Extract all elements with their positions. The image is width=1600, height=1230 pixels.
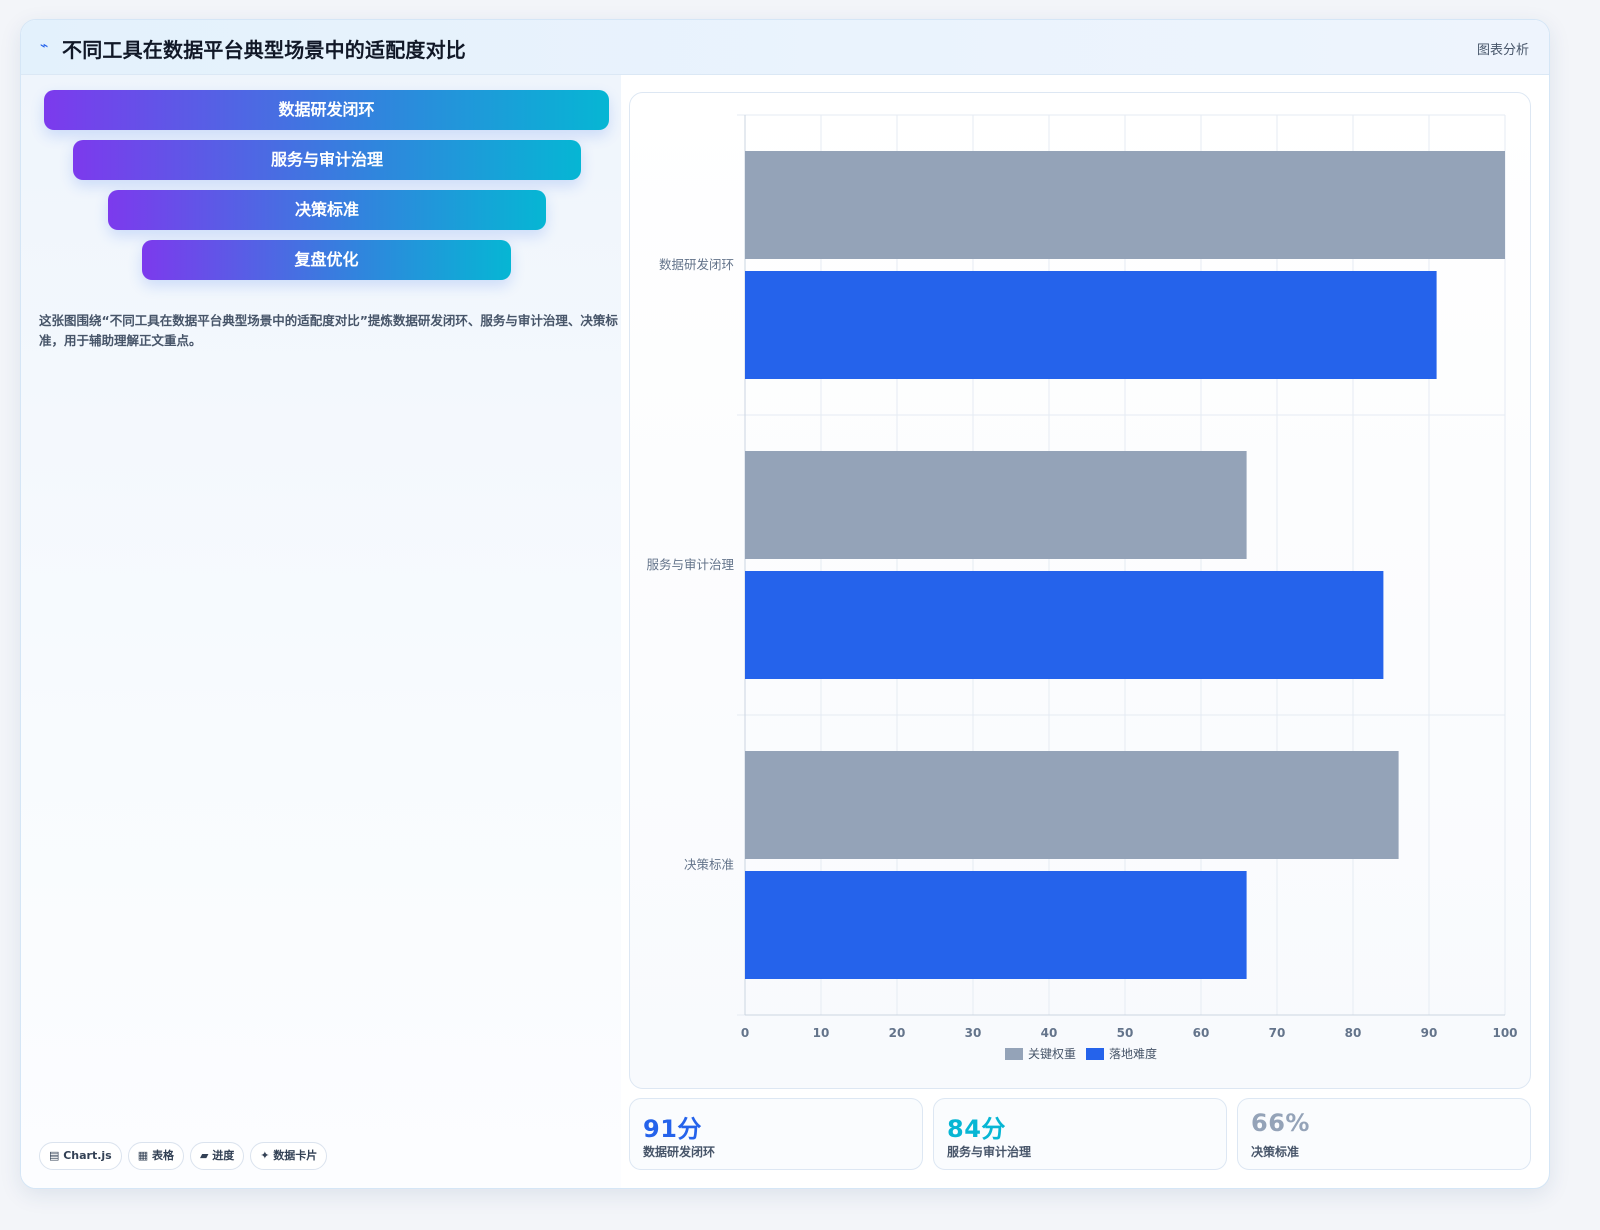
x-tick-label: 20 [889,1026,906,1040]
y-tick-label: 服务与审计治理 [646,557,734,572]
bar [745,151,1505,259]
x-tick-label: 70 [1269,1026,1286,1040]
funnel-step-3: 决策标准 [108,190,546,230]
bar [745,571,1384,679]
chart-container: 数据研发闭环服务与审计治理决策标准 0 10 20 30 40 50 60 70 80 90 100 关… [629,92,1531,1089]
x-tick-label: 10 [813,1026,830,1040]
kpi-card-2: 84分 服务与审计治理 [933,1098,1227,1170]
bar [745,271,1437,379]
bar [745,751,1399,859]
feature-chips: ▤ Chart.js ▦ 表格 ▰ 进度 ✦ 数据卡片 [39,1142,333,1170]
kpi-label: 服务与审计治理 [947,1145,1032,1159]
legend-swatch [1005,1048,1023,1060]
page-title: 不同工具在数据平台典型场景中的适配度对比 [62,38,466,62]
chart-description: 这张图围绕“不同工具在数据平台典型场景中的适配度对比”提炼数据研发闭环、服务与审… [39,313,618,348]
kpi-label: 数据研发闭环 [643,1145,716,1159]
chip-table[interactable]: ▦ 表格 [127,1142,184,1170]
legend-swatch [1086,1048,1104,1060]
funnel-step-1: 数据研发闭环 [44,90,609,130]
legend-label: 关键权重 [1028,1047,1076,1061]
x-tick-label: 80 [1345,1026,1362,1040]
y-tick-label: 决策标准 [684,857,734,872]
left-panel: 数据研发闭环 服务与审计治理 决策标准 复盘优化 这张图围绕“不同工具在数据平台… [21,75,621,1188]
sparkline-icon: ⌁ [40,38,49,54]
x-tick-label: 60 [1193,1026,1210,1040]
funnel-step-4: 复盘优化 [142,240,511,280]
chart-card: ⌁ 不同工具在数据平台典型场景中的适配度对比 图表分析 数据研发闭环 服务与审计… [20,19,1550,1189]
chart-analysis-tag: 图表分析 [1476,43,1529,58]
legend-label: 落地难度 [1109,1046,1157,1061]
funnel-step-2: 服务与审计治理 [73,140,581,180]
kpi-label: 决策标准 [1251,1145,1300,1159]
y-tick-label: 数据研发闭环 [659,257,734,272]
card-header: ⌁ 不同工具在数据平台典型场景中的适配度对比 图表分析 [21,20,1549,75]
x-tick-label: 0 [741,1026,749,1040]
chip-chartjs[interactable]: ▤ Chart.js [39,1142,122,1170]
chip-progress[interactable]: ▰ 进度 [189,1142,245,1170]
chip-data-card[interactable]: ✦ 数据卡片 [250,1142,328,1170]
bar [745,871,1247,979]
kpi-value: 91分 [643,1115,702,1143]
kpi-value: 66% [1251,1109,1310,1137]
x-tick-label: 30 [965,1026,982,1040]
kpi-card-3: 66% 决策标准 [1237,1098,1531,1170]
kpi-value: 84分 [947,1115,1006,1143]
x-tick-label: 100 [1492,1026,1517,1040]
kpi-card-1: 91分 数据研发闭环 [629,1098,923,1170]
bar [745,451,1247,559]
x-tick-label: 90 [1421,1026,1438,1040]
x-tick-label: 50 [1117,1026,1134,1040]
x-tick-label: 40 [1041,1026,1058,1040]
